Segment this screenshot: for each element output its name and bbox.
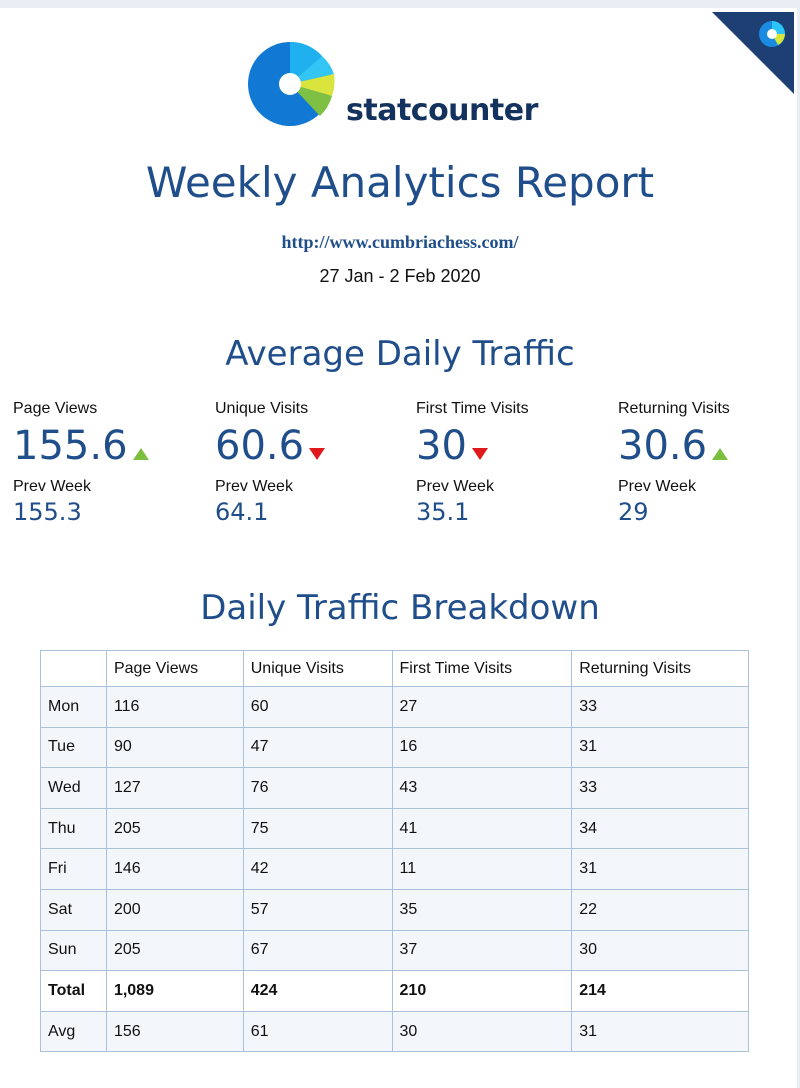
metric-label: First Time Visits bbox=[416, 400, 529, 417]
table-cell: 37 bbox=[391, 929, 573, 972]
table-cell: 210 bbox=[391, 970, 573, 1012]
corner-logo-icon bbox=[712, 12, 794, 94]
table-cell: 22 bbox=[571, 888, 749, 931]
table-cell: 31 bbox=[571, 1010, 749, 1053]
row-label: Mon bbox=[40, 686, 107, 728]
site-url-link[interactable]: http://www.cumbriachess.com/ bbox=[281, 232, 519, 252]
metric-value: 60.6 bbox=[215, 423, 305, 469]
table-cell: 75 bbox=[242, 807, 393, 850]
metric-unique-visits: Unique Visits 60.6 Prev Week 64.1 bbox=[215, 400, 405, 524]
statcounter-logo-icon bbox=[248, 41, 335, 126]
row-label: Thu bbox=[40, 807, 107, 850]
table-cell: 30 bbox=[571, 929, 749, 972]
prev-week-label: Prev Week bbox=[416, 478, 494, 495]
date-range: 27 Jan - 2 Feb 2020 bbox=[319, 266, 481, 286]
prev-week-value: 29 bbox=[618, 498, 649, 526]
row-label: Tue bbox=[40, 726, 107, 769]
table-cell: 424 bbox=[242, 970, 393, 1012]
table-cell: 31 bbox=[571, 848, 749, 890]
table-header-row: Page Views Unique Visits First Time Visi… bbox=[40, 650, 749, 687]
breakdown-title: Daily Traffic Breakdown bbox=[200, 588, 600, 628]
table-cell: 42 bbox=[242, 848, 393, 890]
metric-label: Page Views bbox=[13, 400, 98, 417]
trend-up-icon bbox=[712, 448, 729, 460]
metric-value: 155.6 bbox=[13, 423, 128, 469]
table-row: Sun 205 67 37 30 bbox=[40, 929, 749, 972]
average-traffic-title: Average Daily Traffic bbox=[225, 334, 575, 374]
report-title: Weekly Analytics Report bbox=[145, 158, 655, 207]
table-cell: 57 bbox=[242, 888, 393, 931]
prev-week-value: 155.3 bbox=[13, 498, 82, 526]
statcounter-logo: statcounter bbox=[246, 34, 556, 130]
metric-value: 30 bbox=[416, 423, 467, 469]
table-cell: 35 bbox=[391, 888, 573, 931]
table-cell: 205 bbox=[105, 929, 244, 972]
table-cell: 67 bbox=[242, 929, 393, 972]
table-cell: 127 bbox=[105, 767, 244, 809]
table-cell: 205 bbox=[105, 807, 244, 850]
metric-page-views: Page Views 155.6 Prev Week 155.3 bbox=[13, 400, 203, 524]
right-edge bbox=[797, 8, 800, 1088]
prev-week-label: Prev Week bbox=[618, 478, 696, 495]
brand-name: statcounter bbox=[346, 93, 538, 128]
daily-breakdown-table: Page Views Unique Visits First Time Visi… bbox=[40, 650, 749, 1053]
prev-week-value: 64.1 bbox=[215, 498, 269, 526]
prev-week-label: Prev Week bbox=[215, 478, 293, 495]
table-row: Fri 146 42 11 31 bbox=[40, 848, 749, 890]
column-header: Returning Visits bbox=[571, 650, 749, 687]
table-cell: 11 bbox=[391, 848, 573, 890]
table-cell: 33 bbox=[571, 686, 749, 728]
table-cell: 156 bbox=[105, 1010, 244, 1053]
table-cell: 116 bbox=[105, 686, 244, 728]
row-label: Fri bbox=[40, 848, 107, 890]
row-label: Avg bbox=[40, 1010, 107, 1053]
column-header bbox=[40, 650, 107, 687]
row-label: Sun bbox=[40, 929, 107, 972]
column-header: First Time Visits bbox=[391, 650, 573, 687]
table-cell: 146 bbox=[105, 848, 244, 890]
row-label: Sat bbox=[40, 888, 107, 931]
metric-returning-visits: Returning Visits 30.6 Prev Week 29 bbox=[618, 400, 800, 524]
column-header: Page Views bbox=[105, 650, 244, 687]
table-cell: 214 bbox=[571, 970, 749, 1012]
table-row: Sat 200 57 35 22 bbox=[40, 888, 749, 931]
average-row: Avg 156 61 30 31 bbox=[40, 1010, 749, 1053]
metric-first-time-visits: First Time Visits 30 Prev Week 35.1 bbox=[416, 400, 606, 524]
table-row: Thu 205 75 41 34 bbox=[40, 807, 749, 850]
row-label: Wed bbox=[40, 767, 107, 809]
total-row: Total 1,089 424 210 214 bbox=[40, 970, 749, 1012]
table-cell: 61 bbox=[242, 1010, 393, 1053]
table-cell: 34 bbox=[571, 807, 749, 850]
trend-down-icon bbox=[471, 448, 488, 460]
table-cell: 1,089 bbox=[105, 970, 244, 1012]
table-cell: 60 bbox=[242, 686, 393, 728]
top-strip bbox=[0, 0, 800, 8]
table-cell: 47 bbox=[242, 726, 393, 769]
table-row: Tue 90 47 16 31 bbox=[40, 726, 749, 769]
table-cell: 90 bbox=[105, 726, 244, 769]
table-cell: 76 bbox=[242, 767, 393, 809]
table-cell: 200 bbox=[105, 888, 244, 931]
column-header: Unique Visits bbox=[242, 650, 393, 687]
prev-week-value: 35.1 bbox=[416, 498, 470, 526]
table-cell: 33 bbox=[571, 767, 749, 809]
trend-down-icon bbox=[309, 448, 326, 460]
table-row: Wed 127 76 43 33 bbox=[40, 767, 749, 809]
table-cell: 27 bbox=[391, 686, 573, 728]
table-cell: 30 bbox=[391, 1010, 573, 1053]
table-cell: 43 bbox=[391, 767, 573, 809]
trend-up-icon bbox=[132, 448, 149, 460]
table-row: Mon 116 60 27 33 bbox=[40, 686, 749, 728]
table-cell: 31 bbox=[571, 726, 749, 769]
metric-label: Unique Visits bbox=[215, 400, 309, 417]
row-label: Total bbox=[40, 970, 107, 1012]
metric-label: Returning Visits bbox=[618, 400, 730, 417]
table-cell: 41 bbox=[391, 807, 573, 850]
table-cell: 16 bbox=[391, 726, 573, 769]
metric-value: 30.6 bbox=[618, 423, 708, 469]
prev-week-label: Prev Week bbox=[13, 478, 91, 495]
